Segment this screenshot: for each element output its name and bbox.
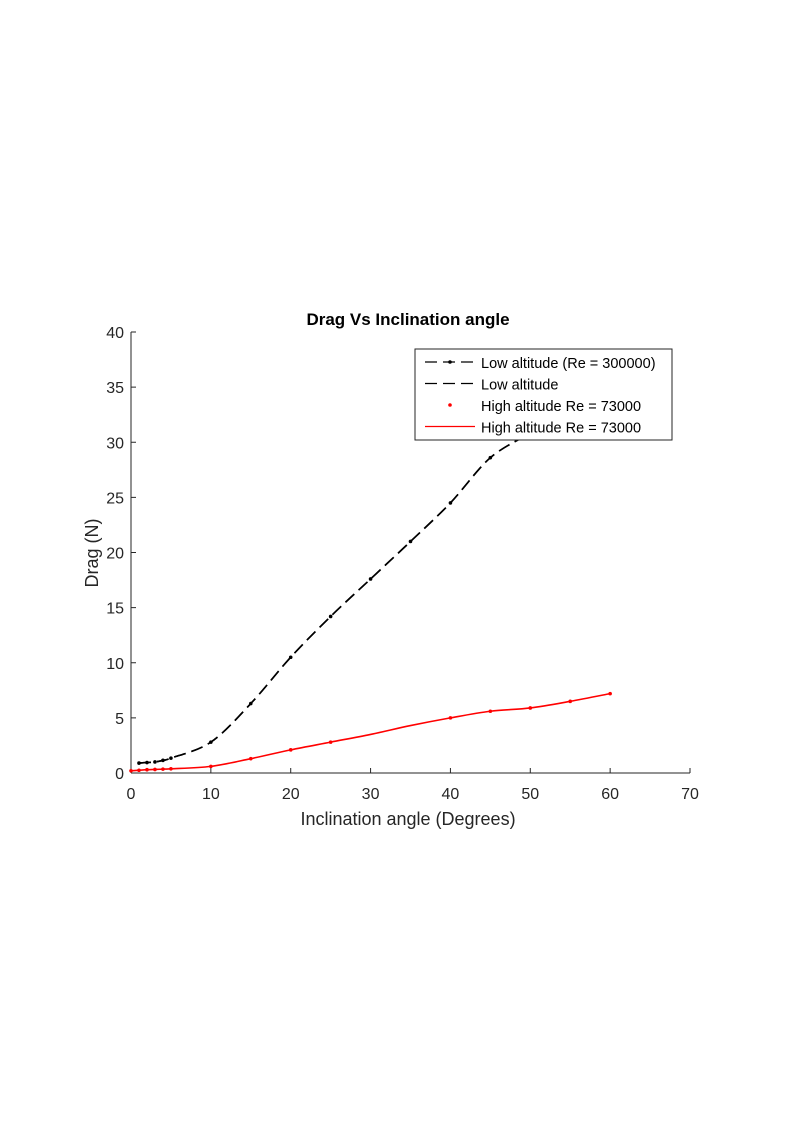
x-ticks: 0 10 20 30 40 50 60 70 [127,768,699,803]
series-line [130,692,611,772]
x-tick-label: 0 [127,786,136,803]
plot-series [129,431,612,773]
x-axis-label: Inclination angle (Degrees) [300,809,515,829]
series-2 [129,691,612,773]
x-tick-label: 70 [681,786,699,803]
series-3 [130,692,611,772]
chart-title: Drag Vs Inclination angle [306,310,509,329]
legend-marker [448,360,452,364]
x-tick-label: 40 [442,786,460,803]
data-point [153,760,157,764]
legend-label: Low altitude [481,378,558,394]
data-point [169,756,173,760]
y-tick-label: 25 [106,490,124,507]
x-tick-label: 50 [521,786,539,803]
x-tick-label: 20 [282,786,300,803]
legend-label: High altitude Re = 73000 [481,421,641,437]
y-tick-label: 30 [106,435,124,452]
legend-marker [448,403,452,407]
y-tick-label: 20 [106,546,124,563]
y-tick-label: 40 [106,325,124,342]
x-tick-label: 60 [601,786,619,803]
y-tick-label: 5 [115,711,124,728]
y-tick-label: 15 [106,601,124,618]
x-tick-label: 30 [362,786,380,803]
data-point [368,577,373,581]
y-tick-label: 35 [106,380,124,397]
y-axis-label: Drag (N) [82,518,102,587]
x-tick-label: 10 [202,786,220,803]
legend: Low altitude (Re = 300000) Low altitude Hi… [414,348,673,441]
series-0 [137,431,533,765]
y-tick-label: 0 [115,766,124,783]
legend-box [414,348,673,441]
legend-label: Low altitude (Re = 300000) [481,356,656,372]
data-point [328,614,333,619]
legend-items: Low altitude (Re = 300000) Low altitude Hi… [425,356,656,437]
legend-label: High altitude Re = 73000 [481,399,641,415]
y-tick-label: 10 [106,656,124,673]
y-ticks: 0 5 10 15 20 25 30 35 40 [106,325,136,783]
